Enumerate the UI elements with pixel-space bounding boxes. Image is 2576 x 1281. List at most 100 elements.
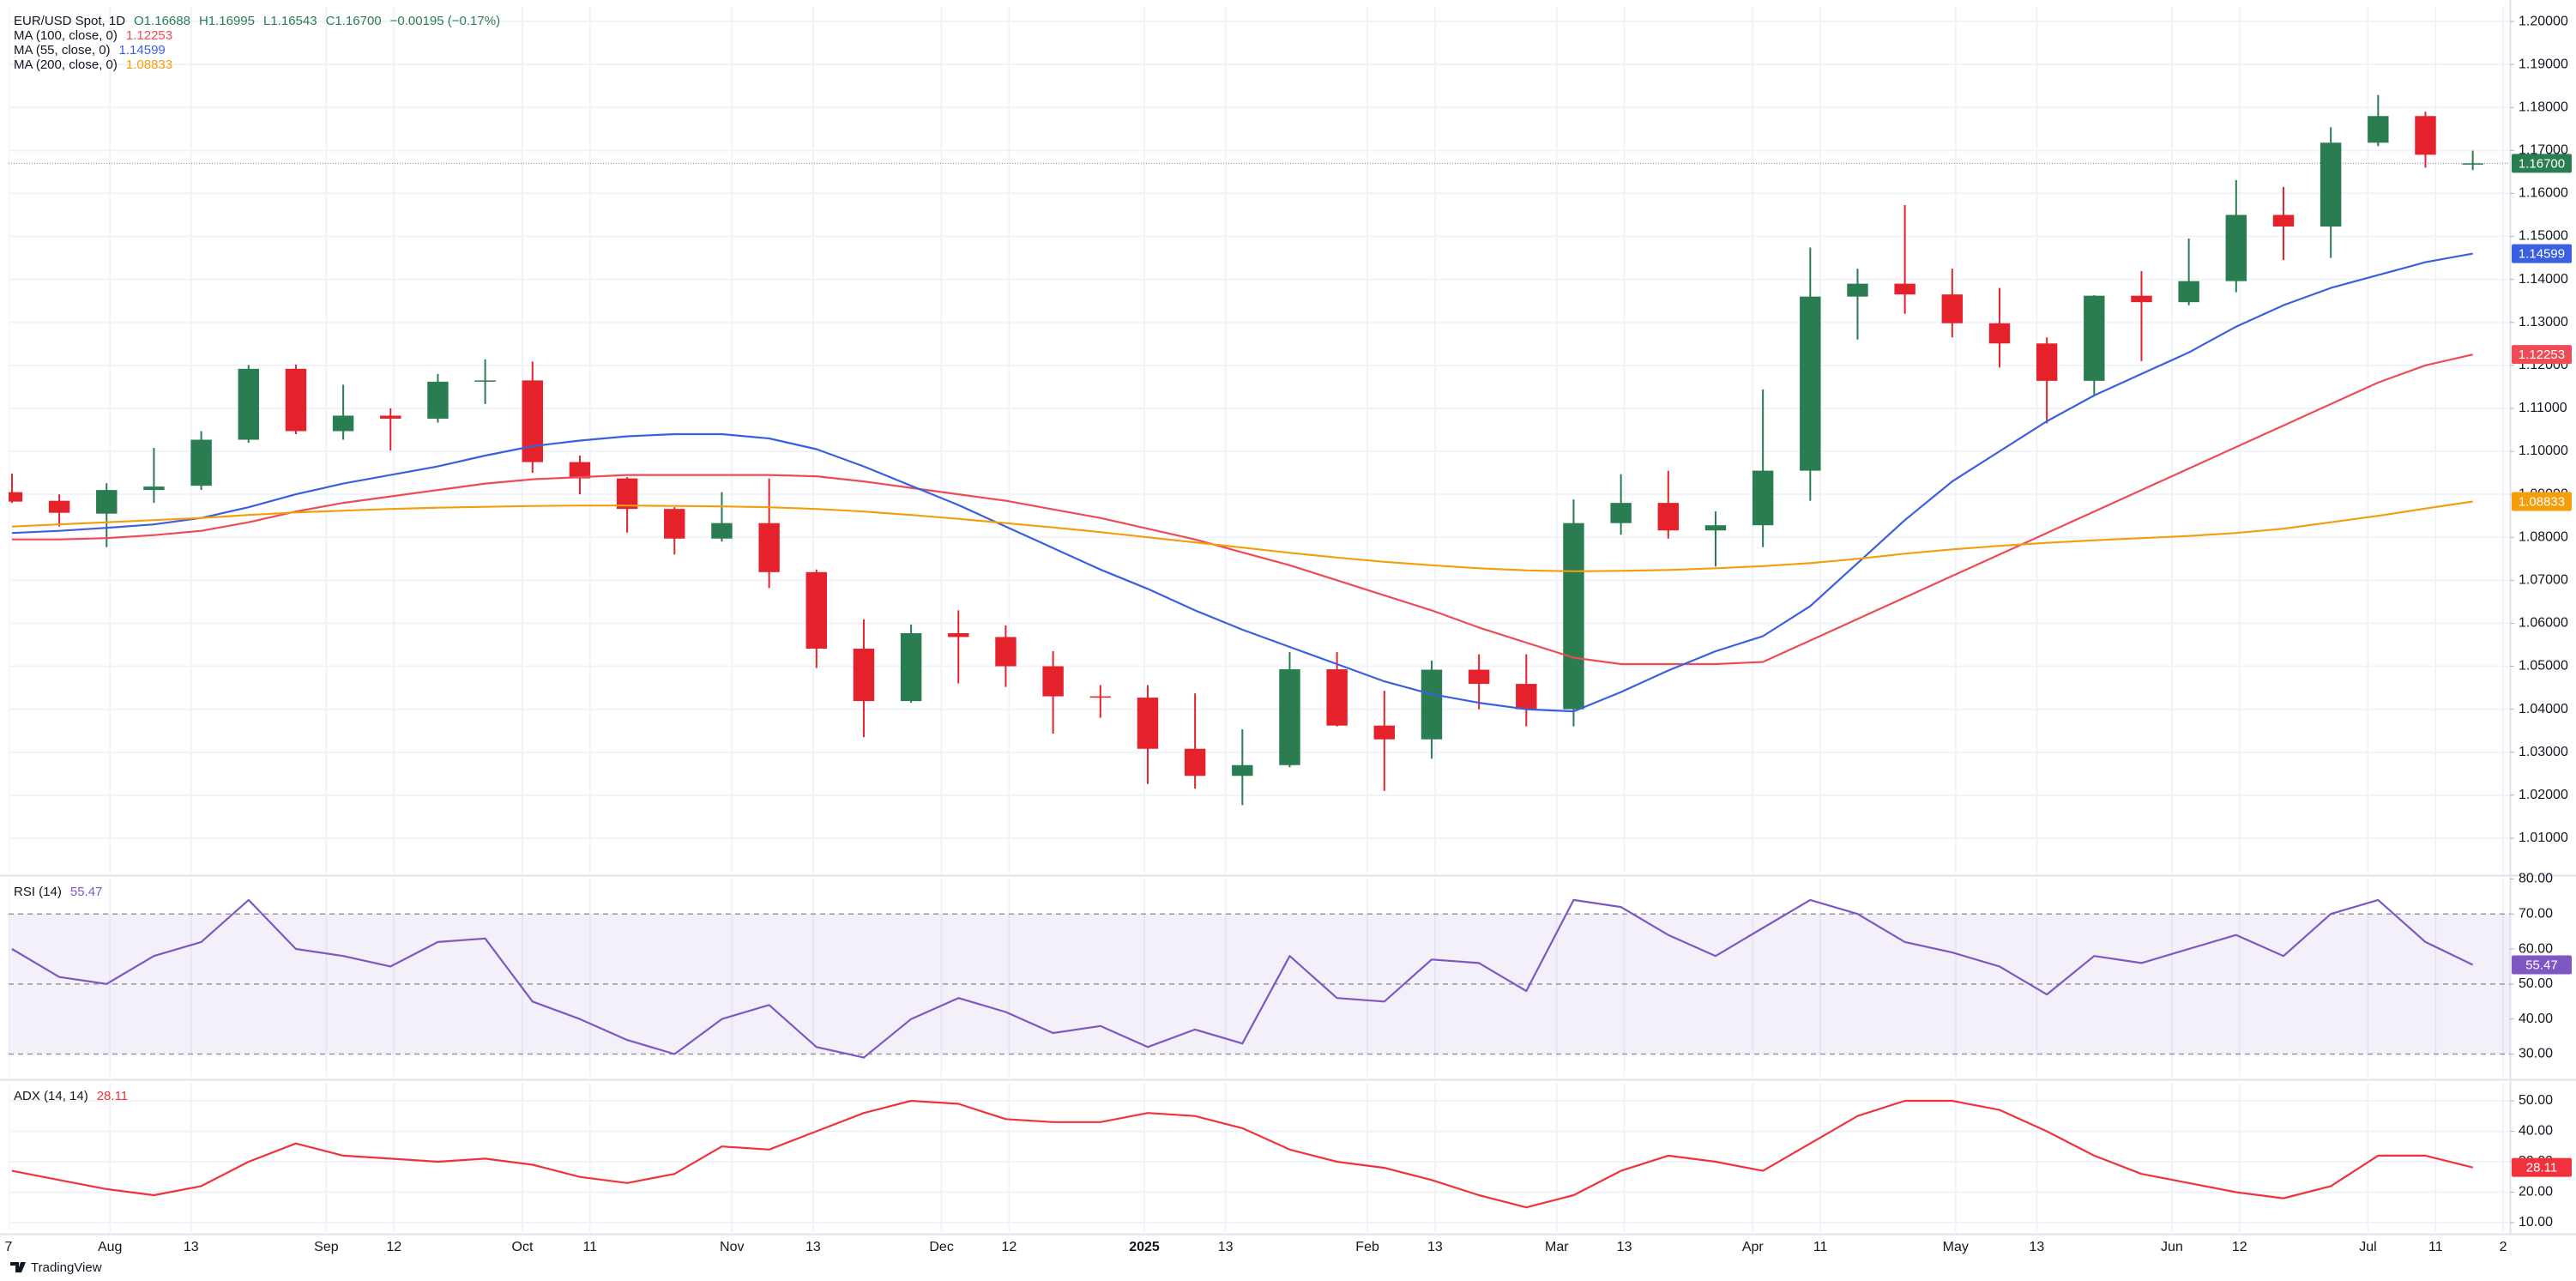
candle-body <box>1089 696 1112 698</box>
candle-body <box>1988 323 2011 344</box>
candle-body <box>1373 725 1396 740</box>
legend-name: MA (200, close, 0) <box>14 57 118 72</box>
candle-body <box>474 380 496 382</box>
series-line <box>11 500 2473 572</box>
candle-body <box>2225 215 2247 281</box>
candle-body <box>285 368 307 432</box>
axis-tag-box <box>2512 955 2572 975</box>
candle-body <box>427 381 449 419</box>
x-tick-label: Dec <box>929 1240 953 1254</box>
candle-body <box>238 368 259 440</box>
header-close: C1.16700 <box>326 14 382 28</box>
candle-body <box>2320 142 2342 227</box>
x-tick-label: 12 <box>386 1240 401 1254</box>
x-tick-label: 13 <box>805 1240 821 1254</box>
candle-body <box>522 380 543 462</box>
header-low: L1.16543 <box>263 14 317 28</box>
y-tick-label: 20.00 <box>2519 1185 2553 1199</box>
pane <box>9 1083 2510 1232</box>
candle-body <box>1184 748 1206 776</box>
axis-tag: 1.12253 <box>2512 345 2572 365</box>
series-line <box>11 353 2473 666</box>
candle-body <box>664 509 685 539</box>
y-tick-label: 50.00 <box>2519 1093 2553 1108</box>
axis-tag: 1.14599 <box>2512 244 2572 263</box>
pane <box>9 879 2510 1077</box>
y-tick-label: 80.00 <box>2519 872 2553 886</box>
y-tick-label: 10.00 <box>2519 1215 2553 1230</box>
legend-value: 1.08833 <box>126 57 172 72</box>
x-tick-label: 13 <box>1427 1240 1443 1254</box>
legend-name: RSI (14) <box>14 885 62 899</box>
header-open: O1.16688 <box>134 14 190 28</box>
x-tick-label: 11 <box>582 1240 597 1254</box>
axis-tag: 1.08833 <box>2512 492 2572 511</box>
candle-body <box>1279 669 1300 765</box>
y-tick-label: 1.02000 <box>2519 788 2568 802</box>
candle-body <box>853 648 875 702</box>
candle-body <box>1752 470 1774 526</box>
x-tick-label: Sep <box>314 1240 339 1254</box>
y-tick-label: 70.00 <box>2519 906 2553 921</box>
x-tick-label: Aug <box>98 1240 122 1254</box>
y-tick-label: 1.07000 <box>2519 573 2568 588</box>
x-tick-label: 7 <box>5 1240 13 1254</box>
axis-tag: 55.47 <box>2512 955 2572 975</box>
x-tick-label: Nov <box>720 1240 744 1254</box>
pane <box>9 7 2510 873</box>
candle-body <box>2178 281 2199 303</box>
candle-body <box>2036 343 2058 381</box>
candle-body <box>2131 295 2152 303</box>
x-tick-label: Mar <box>1545 1240 1569 1254</box>
axis-tag: 28.11 <box>2512 1157 2572 1177</box>
x-tick-label: Feb <box>1355 1240 1379 1254</box>
candle-body <box>2084 295 2105 381</box>
y-tick-label: 1.17000 <box>2519 143 2568 158</box>
axis-tag-box <box>2512 345 2572 365</box>
candle-body <box>2415 116 2436 155</box>
candle-body <box>805 571 828 649</box>
brand-name: TradingView <box>31 1260 102 1275</box>
candle-body <box>332 415 354 432</box>
y-tick-label: 1.19000 <box>2519 57 2568 71</box>
x-tick-label: 13 <box>2029 1240 2044 1254</box>
series-line <box>11 1099 2473 1209</box>
candle-body <box>2462 163 2483 165</box>
candle-body <box>96 490 118 514</box>
x-tick-label: 12 <box>1002 1240 1017 1254</box>
y-tick-label: 40.00 <box>2519 1124 2553 1139</box>
y-tick-label: 1.14000 <box>2519 272 2568 287</box>
y-tick-label: 1.15000 <box>2519 229 2568 244</box>
x-tick-label: 2025 <box>1129 1240 1160 1254</box>
legend-name: MA (55, close, 0) <box>14 43 111 57</box>
brand-logo <box>10 1262 26 1272</box>
x-tick-label: 13 <box>1218 1240 1234 1254</box>
candle-body <box>9 492 23 502</box>
x-tick-label: 12 <box>2232 1240 2247 1254</box>
candle-body <box>1941 294 1964 323</box>
axis-tag-box <box>2512 154 2572 173</box>
x-tick-label: May <box>1943 1240 1969 1254</box>
x-tick-label: Apr <box>1742 1240 1765 1254</box>
candle-body <box>1042 666 1064 697</box>
candle-body <box>569 462 591 479</box>
header-symbol: EUR/USD Spot, 1D <box>14 14 125 28</box>
axis-tag-label: 1.16700 <box>2519 156 2565 171</box>
series-line <box>11 898 2474 1059</box>
candle-body <box>711 523 733 539</box>
y-tick-label: 1.10000 <box>2519 444 2568 458</box>
candle-body <box>1563 523 1584 710</box>
x-tick-label: 11 <box>1813 1240 1828 1254</box>
y-tick-label: 1.03000 <box>2519 745 2568 759</box>
axis-tag-box <box>2512 244 2572 263</box>
legend-value: 1.14599 <box>119 43 166 57</box>
brand: TradingView <box>10 1260 102 1275</box>
legend-name: MA (100, close, 0) <box>14 28 118 43</box>
header-change: −0.00195 (−0.17%) <box>390 14 500 28</box>
axis-tag-box <box>2512 492 2572 511</box>
candle-body <box>1421 669 1443 740</box>
legend-value: 1.12253 <box>126 28 172 43</box>
candle-body <box>1657 503 1680 531</box>
